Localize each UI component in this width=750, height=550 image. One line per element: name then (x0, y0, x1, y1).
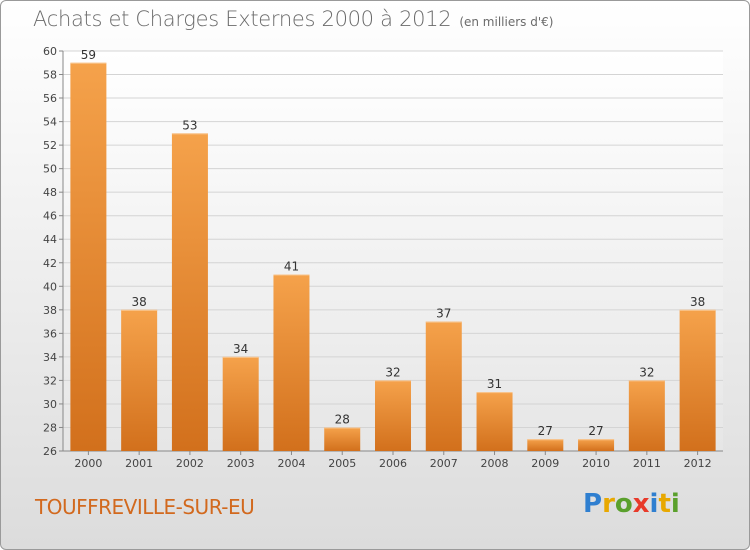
place-name: TOUFFREVILLE-SUR-EU (35, 495, 255, 519)
y-tick-label: 52 (43, 139, 57, 152)
x-tick-label: 2012 (684, 457, 712, 470)
x-tick-label: 2008 (481, 457, 509, 470)
bar (171, 133, 208, 451)
x-tick-label: 2010 (582, 457, 610, 470)
bar (527, 439, 564, 451)
brand-letter: t (658, 489, 671, 519)
y-tick-label: 32 (43, 374, 57, 387)
bar (628, 380, 665, 451)
data-label: 31 (487, 377, 502, 391)
bar (375, 380, 411, 451)
data-label: 53 (182, 118, 197, 132)
y-tick-label: 42 (43, 257, 57, 270)
data-label: 28 (335, 412, 350, 426)
bar (222, 356, 259, 451)
x-tick-label: 2009 (531, 457, 559, 470)
data-label: 38 (132, 295, 147, 309)
bar (324, 427, 361, 451)
data-label: 27 (538, 424, 553, 438)
title-unit: (en milliers d'€) (459, 15, 554, 29)
y-tick-label: 54 (43, 116, 57, 129)
x-tick-label: 2011 (633, 457, 661, 470)
chart-title: Achats et Charges Externes 2000 à 2012 (e… (33, 7, 553, 31)
data-label: 34 (233, 342, 248, 356)
bar (578, 439, 615, 451)
brand-letter: x (632, 489, 650, 519)
data-label: 27 (588, 424, 603, 438)
title-text: Achats et Charges Externes 2000 à 2012 (33, 7, 452, 31)
x-tick-label: 2003 (227, 457, 255, 470)
brand-letter: i (649, 489, 659, 519)
y-tick-label: 30 (43, 398, 57, 411)
data-label: 32 (385, 365, 400, 379)
bar (425, 321, 462, 451)
y-tick-label: 44 (43, 233, 57, 246)
x-tick-label: 2001 (125, 457, 153, 470)
y-tick-label: 48 (43, 186, 57, 199)
data-label: 38 (690, 295, 705, 309)
brand-letter: i (670, 489, 680, 519)
y-tick-label: 28 (43, 421, 57, 434)
y-tick-label: 26 (43, 445, 57, 458)
y-tick-label: 60 (43, 45, 57, 58)
x-tick-label: 2004 (277, 457, 305, 470)
bar (476, 392, 513, 451)
y-tick-label: 34 (43, 351, 57, 364)
data-label: 37 (436, 307, 451, 321)
bar (679, 309, 716, 451)
brand-letter: o (614, 489, 633, 519)
x-tick-label: 2006 (379, 457, 407, 470)
x-tick-label: 2007 (430, 457, 458, 470)
y-tick-label: 36 (43, 327, 57, 340)
data-label: 41 (284, 260, 299, 274)
y-tick-label: 58 (43, 69, 57, 82)
labels: 26 28 30 32 34 36 38 40 42 44 46 48 50 52 54 56 58 60 59 20… (43, 45, 712, 470)
brand-letter: r (602, 489, 615, 519)
y-tick-label: 50 (43, 163, 57, 176)
brand-logo: Proxiti (583, 489, 680, 519)
data-label: 32 (639, 365, 654, 379)
x-tick-label: 2005 (328, 457, 356, 470)
x-tick-label: 2000 (74, 457, 102, 470)
y-tick-label: 46 (43, 210, 57, 223)
y-tick-label: 40 (43, 280, 57, 293)
brand-letter: P (583, 489, 603, 519)
bar (273, 274, 310, 451)
bars (70, 62, 716, 451)
data-label: 59 (81, 48, 96, 62)
x-tick-label: 2002 (176, 457, 204, 470)
bar (121, 309, 158, 451)
y-tick-label: 38 (43, 304, 57, 317)
y-tick-label: 56 (43, 92, 57, 105)
bar (70, 62, 107, 451)
